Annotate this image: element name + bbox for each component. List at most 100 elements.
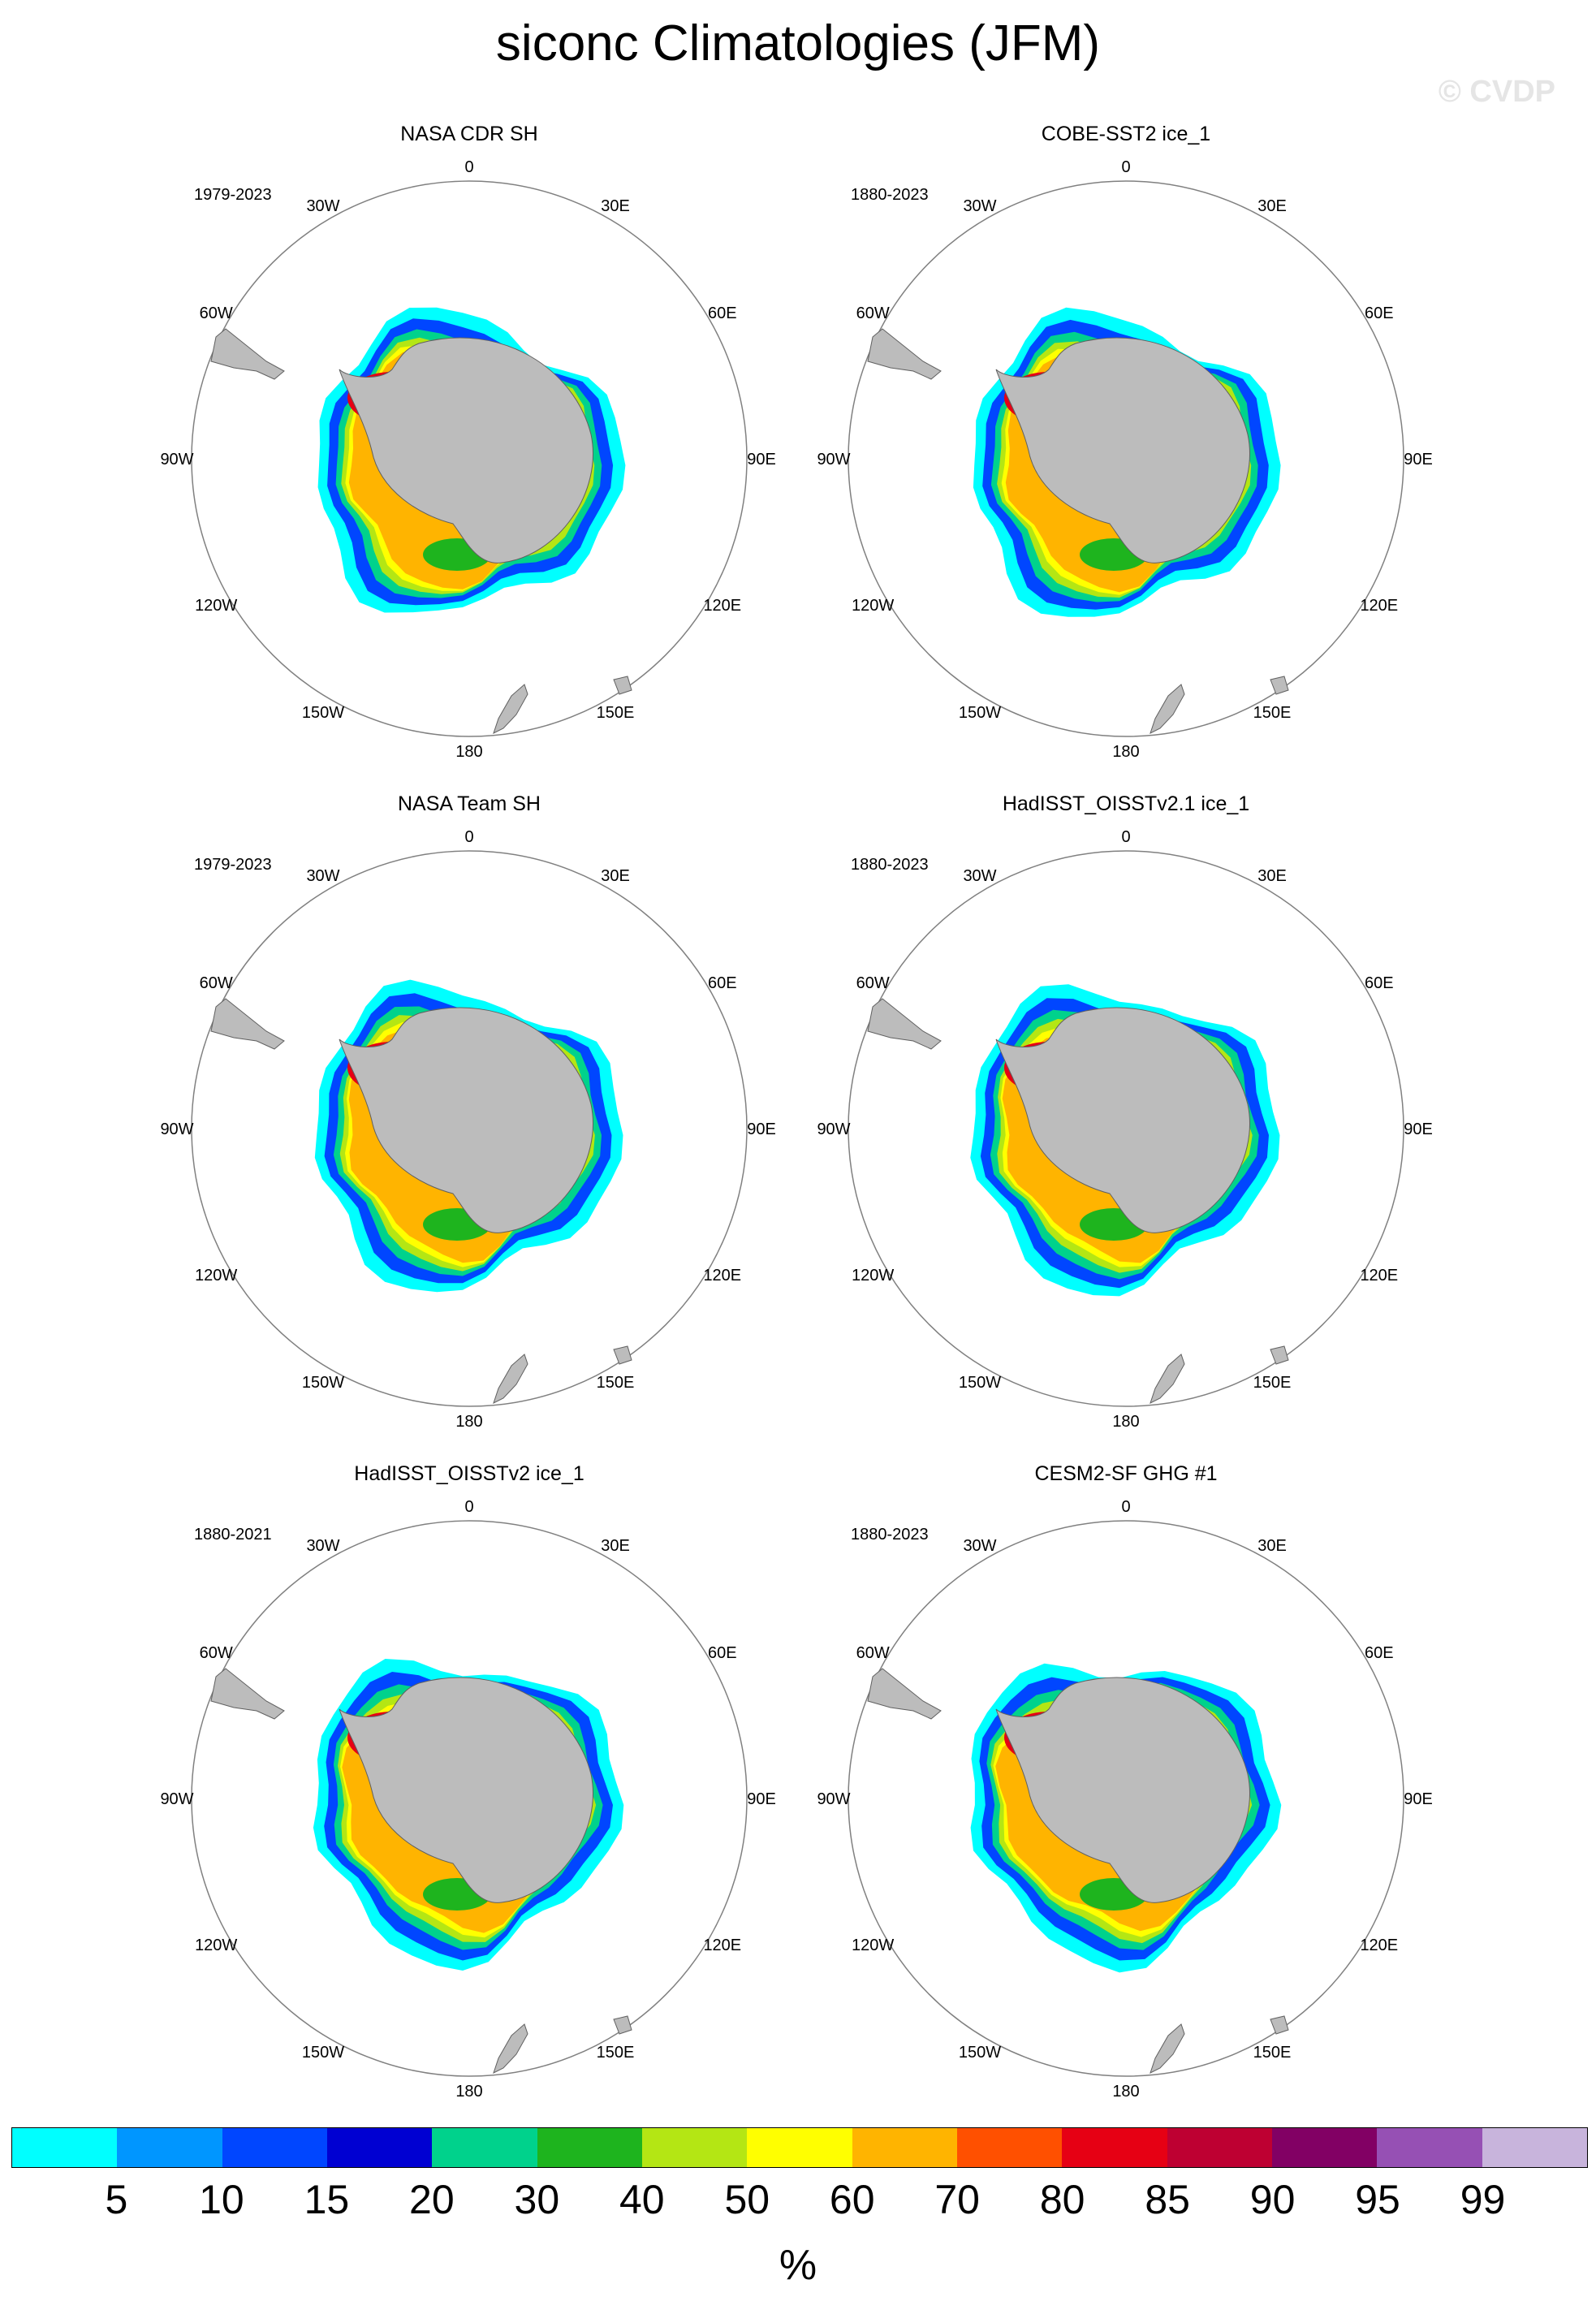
colorbar-tick-label: 15 [304, 2177, 350, 2222]
longitude-label: 90W [817, 1120, 850, 1138]
longitude-label: 30W [306, 197, 339, 215]
south-america-land [867, 998, 942, 1050]
new-zealand-land [1150, 2023, 1185, 2074]
longitude-label: 120W [852, 1937, 894, 1954]
colorbar-segment [222, 2128, 327, 2167]
colorbar-tick-label: 20 [409, 2177, 455, 2222]
longitude-label: 90E [747, 1790, 776, 1808]
longitude-label: 180 [1112, 743, 1139, 761]
longitude-label: 180 [455, 743, 482, 761]
longitude-label: 60E [708, 1644, 737, 1662]
longitude-label: 120E [1360, 1937, 1398, 1954]
longitude-label: 150W [302, 704, 344, 722]
tasmania-land [1270, 1345, 1289, 1365]
longitude-label: 60E [708, 974, 737, 992]
longitude-label: 90E [1404, 1120, 1433, 1138]
south-america-land [210, 998, 285, 1050]
colorbar-segment [1167, 2128, 1272, 2167]
longitude-label: 120E [1360, 597, 1398, 615]
longitude-label: 90E [747, 1120, 776, 1138]
longitude-label: 150E [597, 1374, 635, 1392]
longitude-label: 30E [601, 197, 630, 215]
panel-title: NASA Team SH [398, 792, 541, 815]
colorbar-tick-label: 5 [105, 2177, 128, 2222]
colorbar-segment [747, 2128, 852, 2167]
panel-title: COBE-SST2 ice_1 [1042, 123, 1210, 145]
longitude-label: 150W [959, 2044, 1001, 2062]
tasmania-land [1270, 676, 1289, 695]
longitude-label: 30W [963, 1537, 996, 1555]
antarctica-land [339, 337, 593, 563]
south-america-land [210, 1668, 285, 1720]
south-america-land [867, 1668, 942, 1720]
colorbar-segment [641, 2128, 748, 2167]
colorbar-tick-label: 10 [199, 2177, 244, 2222]
map-panel-nasa-cdr-sh: NASA CDR SH 1979-2023 0 30E 60E 90E 120E 150E 18… [160, 123, 775, 761]
tasmania-land [613, 2015, 632, 2035]
colorbar-tick-label: 60 [829, 2177, 875, 2222]
longitude-label: 90E [1404, 451, 1433, 468]
longitude-label: 60E [1365, 304, 1394, 322]
panel-period: 1979-2023 [194, 186, 272, 204]
longitude-label: 60E [708, 304, 737, 322]
colorbar-tick-label: 80 [1039, 2177, 1085, 2222]
panel-period: 1880-2021 [194, 1526, 272, 1544]
panel-period: 1880-2023 [851, 856, 929, 874]
longitude-label: 150E [1253, 1374, 1292, 1392]
colorbar-segment [537, 2128, 642, 2167]
longitude-label: 120E [703, 597, 741, 615]
colorbar-tick-label: 99 [1460, 2177, 1506, 2222]
longitude-label: 0 [1121, 828, 1130, 846]
map-panel-cesm2-sf-ghg-1: CESM2-SF GHG #1 1880-2023 0 30E 60E 90E 120E 15… [817, 1462, 1432, 2101]
panel-period: 1979-2023 [194, 856, 272, 874]
map-panels: NASA CDR SH 1979-2023 0 30E 60E 90E 120E 150E 18… [160, 123, 1433, 2101]
colorbar-tick-label: 90 [1249, 2177, 1296, 2222]
longitude-label: 90W [160, 1790, 193, 1808]
longitude-label: 0 [464, 1498, 473, 1516]
longitude-label: 180 [1112, 1413, 1139, 1431]
longitude-label: 30W [963, 867, 996, 885]
longitude-label: 120E [1360, 1267, 1398, 1285]
panel-title: HadISST_OISSTv2.1 ice_1 [1003, 792, 1249, 815]
longitude-label: 30E [1257, 867, 1287, 885]
south-america-land [210, 328, 285, 380]
longitude-label: 60W [200, 974, 233, 992]
antarctica-land [339, 1677, 593, 1903]
new-zealand-land [493, 2023, 528, 2074]
panel-period: 1880-2023 [851, 186, 929, 204]
colorbar-segment [12, 2128, 118, 2167]
colorbar-unit: % [779, 2242, 817, 2289]
longitude-label: 30E [601, 1537, 630, 1555]
panel-title: NASA CDR SH [400, 123, 537, 145]
longitude-label: 180 [455, 1413, 482, 1431]
longitude-label: 120W [195, 1937, 237, 1954]
colorbar-segment [852, 2128, 957, 2167]
colorbar-tick-label: 85 [1145, 2177, 1190, 2222]
map-panel-hadisst-oisstv2-1-ice-1: HadISST_OISSTv2.1 ice_1 1880-2023 0 30E 60E 9… [817, 792, 1432, 1431]
colorbar-segment [432, 2128, 537, 2167]
map-panel-hadisst-oisstv2-ice-1: HadISST_OISSTv2 ice_1 1880-2021 0 30E 60E 90E… [160, 1462, 775, 2101]
new-zealand-land [493, 684, 528, 734]
colorbar-tick-label: 40 [619, 2177, 665, 2222]
longitude-label: 150E [1253, 704, 1292, 722]
new-zealand-land [493, 1354, 528, 1404]
colorbar-segment [117, 2128, 222, 2167]
panel-title: HadISST_OISSTv2 ice_1 [354, 1462, 584, 1485]
new-zealand-land [1150, 684, 1185, 734]
tasmania-land [1270, 2015, 1289, 2035]
tasmania-land [613, 676, 632, 695]
longitude-label: 90E [1404, 1790, 1433, 1808]
longitude-label: 60E [1365, 1644, 1394, 1662]
colorbar-segment [956, 2128, 1063, 2167]
colorbar-segment [1377, 2128, 1482, 2167]
colorbar-tick-label: 50 [724, 2177, 770, 2222]
longitude-label: 60W [856, 304, 890, 322]
colorbar-segment [326, 2128, 433, 2167]
antarctica-land [995, 1677, 1250, 1903]
longitude-label: 30W [306, 1537, 339, 1555]
longitude-label: 150E [1253, 2044, 1292, 2062]
longitude-label: 30E [1257, 1537, 1287, 1555]
longitude-label: 120W [852, 597, 894, 615]
longitude-label: 90W [817, 451, 850, 468]
longitude-label: 180 [455, 2083, 482, 2101]
